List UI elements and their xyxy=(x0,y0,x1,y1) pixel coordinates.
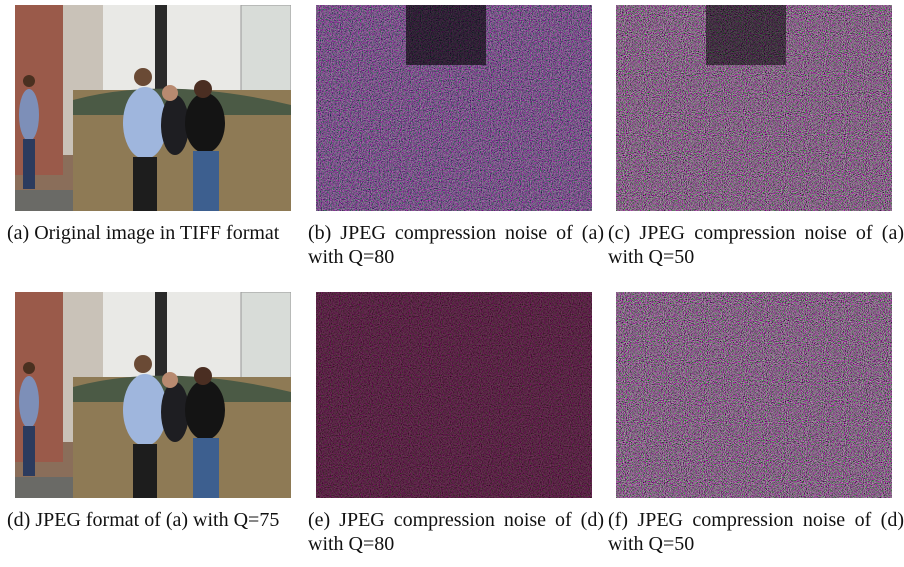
caption: (b) JPEG compression noise of (a) with Q… xyxy=(308,221,604,269)
panel: (c) JPEG compression noise of (a) with Q… xyxy=(608,5,904,269)
panel: (f) JPEG compression noise of (d) with Q… xyxy=(608,292,904,556)
photo xyxy=(15,5,291,211)
photo xyxy=(15,292,291,498)
figure: (a) Original image in TIFF format (b) JP… xyxy=(0,0,904,567)
caption: (d) JPEG format of (a) with Q=75 xyxy=(7,508,303,532)
panel: (a) Original image in TIFF format xyxy=(7,5,303,245)
panel: (b) JPEG compression noise of (a) with Q… xyxy=(308,5,604,269)
noise-image xyxy=(616,292,892,498)
panel: (e) JPEG compression noise of (d) with Q… xyxy=(308,292,604,556)
caption: (c) JPEG compression noise of (a) with Q… xyxy=(608,221,904,269)
panel: (d) JPEG format of (a) with Q=75 xyxy=(7,292,303,532)
noise-image xyxy=(316,292,592,498)
page: (a) Original image in TIFF format (b) JP… xyxy=(0,0,904,567)
caption: (f) JPEG compression noise of (d) with Q… xyxy=(608,508,904,556)
caption: (e) JPEG compression noise of (d) with Q… xyxy=(308,508,604,556)
caption: (a) Original image in TIFF format xyxy=(7,221,303,245)
noise-image xyxy=(616,5,892,211)
noise-image xyxy=(316,5,592,211)
